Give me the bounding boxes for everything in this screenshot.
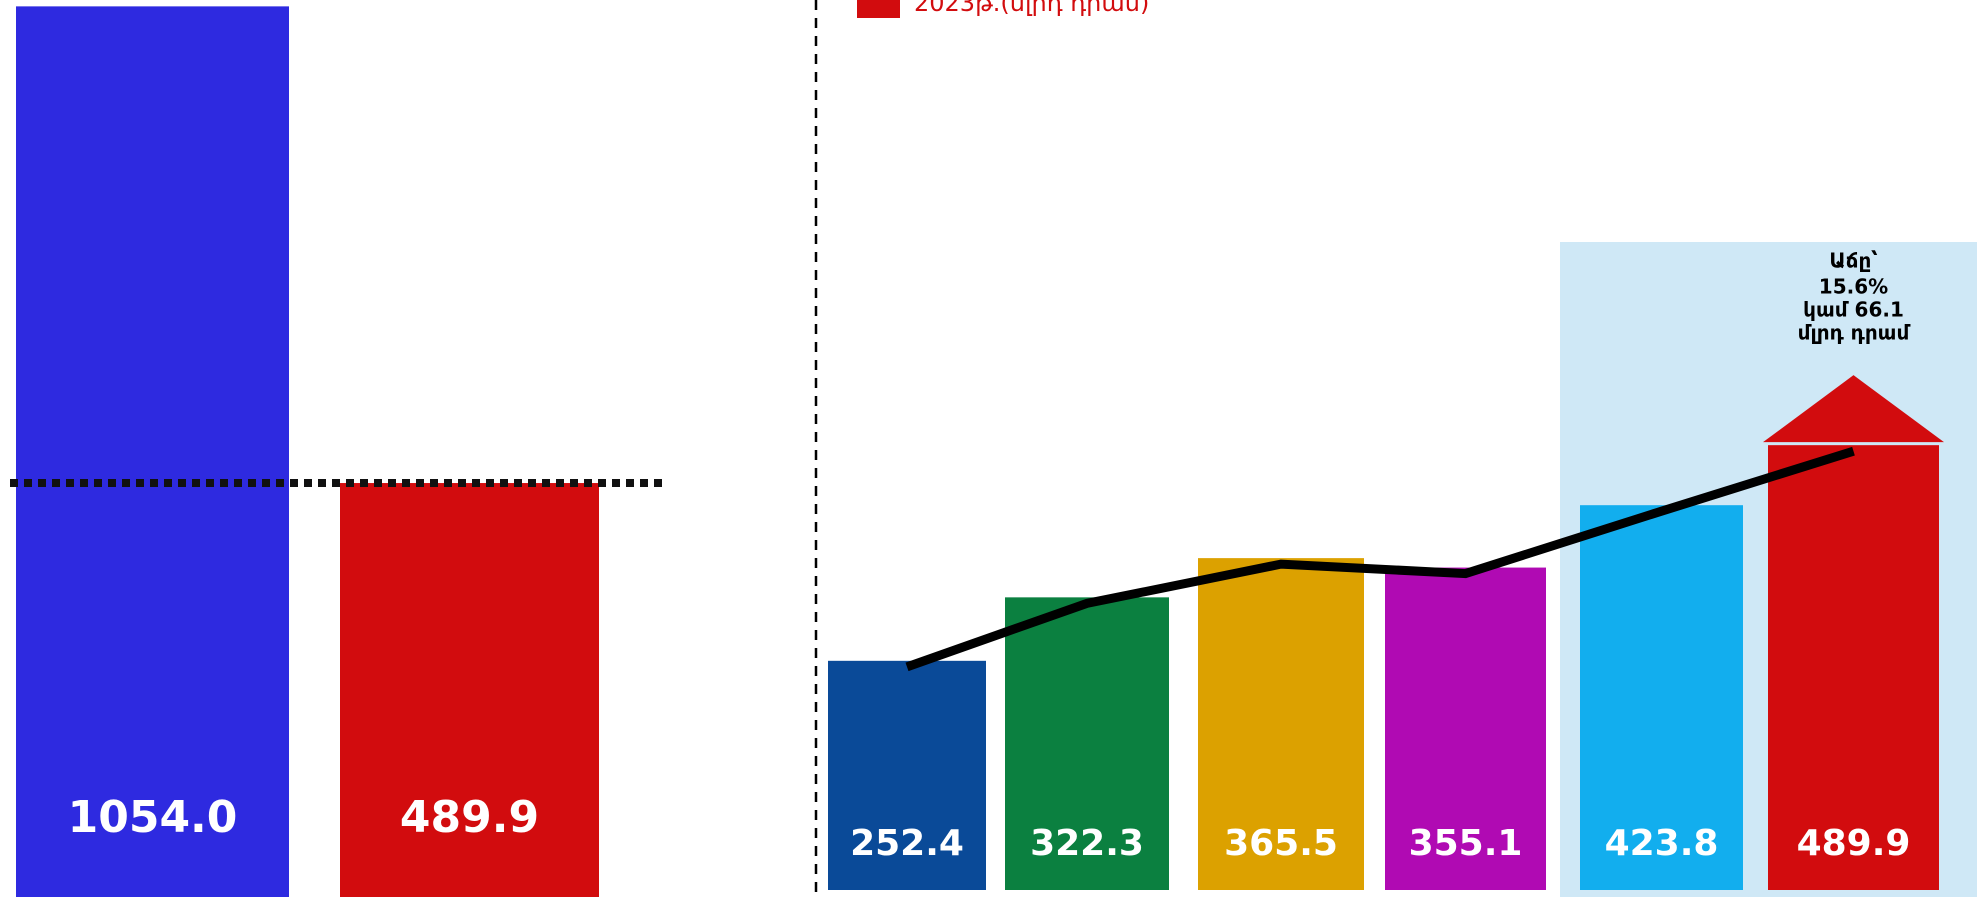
annotation: Աճը՝ bbox=[1829, 249, 1877, 273]
value-label: 355.1 bbox=[1409, 823, 1523, 864]
legend-label: 2023թ.(մլրդ դրամ) bbox=[914, 0, 1149, 17]
legend-swatch bbox=[857, 0, 900, 18]
value-label: 423.8 bbox=[1605, 823, 1719, 864]
annotation: կամ 66.1 bbox=[1803, 298, 1904, 322]
value-label: 489.9 bbox=[1797, 823, 1911, 864]
value-label: 1054.0 bbox=[68, 792, 238, 843]
value-label: 322.3 bbox=[1030, 823, 1144, 864]
bar bbox=[16, 6, 289, 897]
chart: 2023թ.(մլրդ դրամ) 1054.0 489.9 252.4 322.3 3… bbox=[0, 0, 1977, 897]
annotation: մլրդ դրամ bbox=[1798, 321, 1911, 345]
annotation: 15.6% bbox=[1819, 275, 1888, 299]
value-label: 365.5 bbox=[1224, 823, 1338, 864]
value-label: 489.9 bbox=[400, 792, 539, 843]
value-label: 252.4 bbox=[850, 823, 964, 864]
